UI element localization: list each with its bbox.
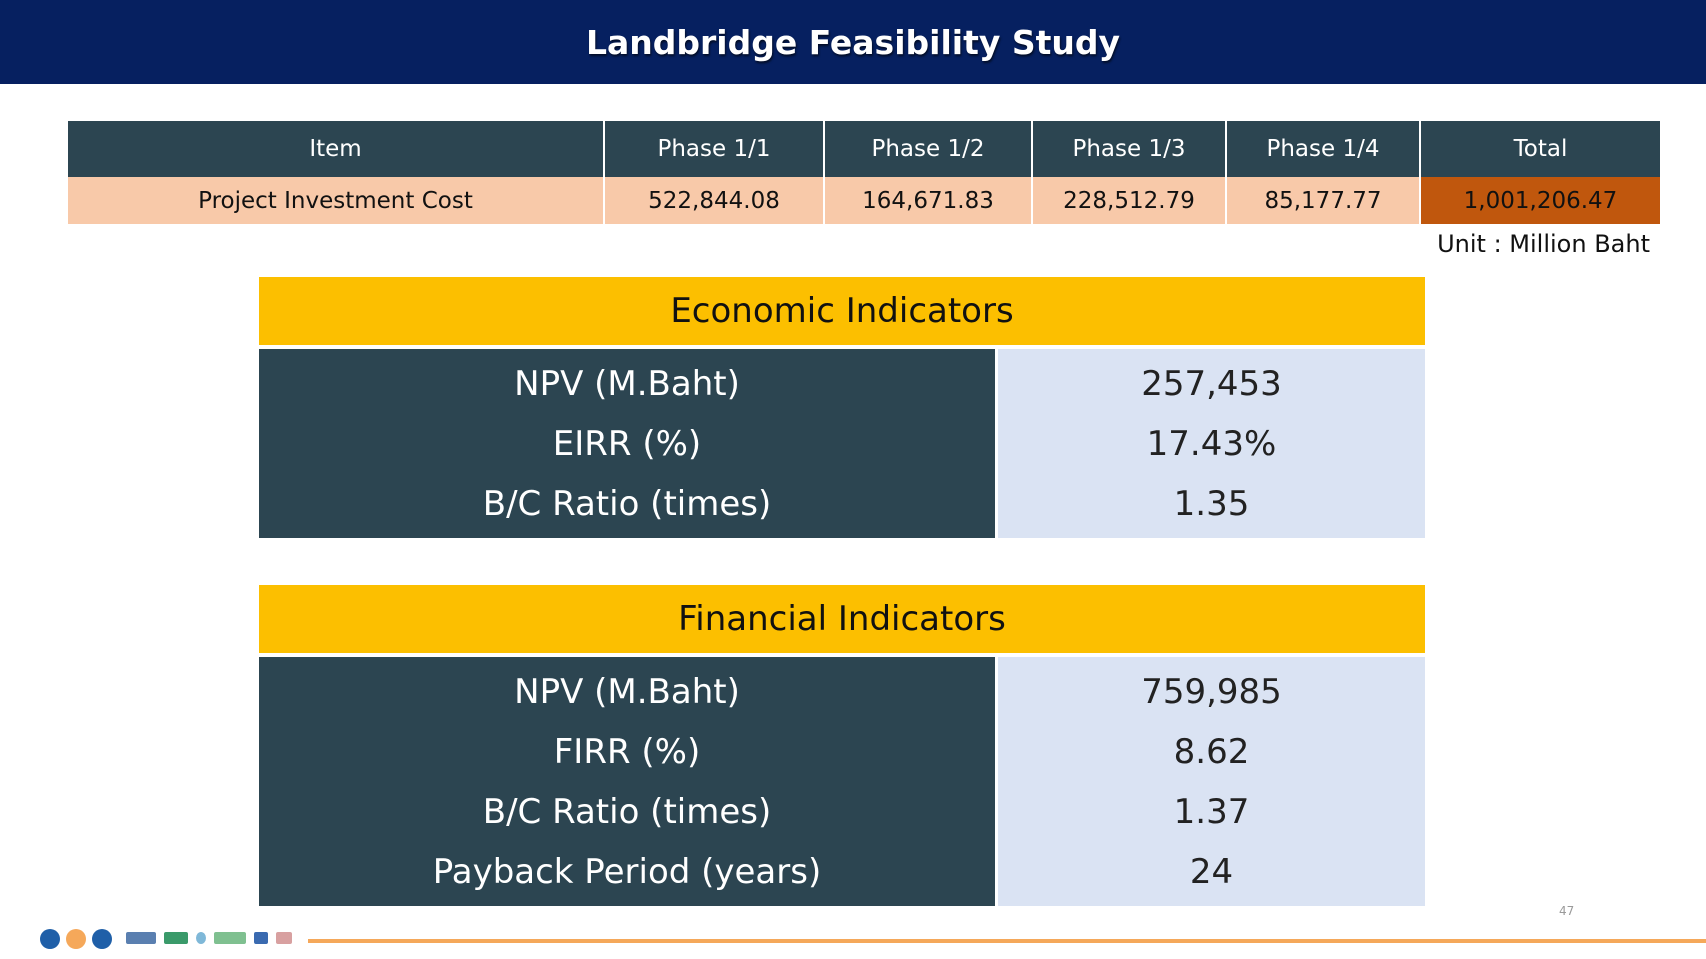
logo-dc-icon (214, 932, 246, 944)
unit-note: Unit : Million Baht (1437, 230, 1650, 258)
economic-eirr-value: 17.43% (1146, 423, 1277, 464)
cost-phase-1-4: 85,177.77 (1226, 177, 1421, 224)
financial-bc-ratio-label: B/C Ratio (times) (482, 791, 772, 832)
header-phase-1-1: Phase 1/1 (604, 121, 825, 177)
economic-npv-label: NPV (M.Baht) (514, 363, 740, 404)
header-phase-1-4: Phase 1/4 (1226, 121, 1421, 177)
dot-icon (40, 929, 60, 949)
economic-indicators-body: NPV (M.Baht) EIRR (%) B/C Ratio (times) … (259, 349, 1425, 538)
cost-phase-1-2: 164,671.83 (824, 177, 1033, 224)
logo-ssac-icon (164, 932, 188, 944)
page-number: 47 (1559, 904, 1575, 918)
dot-icon (66, 929, 86, 949)
economic-npv-value: 257,453 (1141, 363, 1282, 404)
economic-labels-column: NPV (M.Baht) EIRR (%) B/C Ratio (times) (259, 349, 995, 538)
financial-payback-value: 24 (1189, 851, 1234, 892)
cost-phase-1-1: 522,844.08 (604, 177, 825, 224)
cost-phase-1-3: 228,512.79 (1032, 177, 1227, 224)
economic-bc-ratio-label: B/C Ratio (times) (482, 483, 772, 524)
economic-eirr-label: EIRR (%) (552, 423, 702, 464)
economic-values-column: 257,453 17.43% 1.35 (998, 349, 1425, 538)
financial-firr-label: FIRR (%) (553, 731, 701, 772)
footer-logos (126, 932, 292, 944)
footer-line (308, 939, 1706, 943)
dot-icon (92, 929, 112, 949)
financial-labels-column: NPV (M.Baht) FIRR (%) B/C Ratio (times) … (259, 657, 995, 906)
page-title: Landbridge Feasibility Study (585, 22, 1121, 62)
financial-indicators-title: Financial Indicators (259, 585, 1425, 653)
investment-cost-table: Item Phase 1/1 Phase 1/2 Phase 1/3 Phase… (68, 121, 1660, 224)
financial-values-column: 759,985 8.62 1.37 24 (998, 657, 1425, 906)
financial-bc-ratio-value: 1.37 (1173, 791, 1250, 832)
title-bar: Landbridge Feasibility Study (0, 0, 1706, 84)
logo-circle-icon (196, 932, 206, 944)
logo-loop-icon (254, 932, 268, 944)
financial-npv-label: NPV (M.Baht) (514, 671, 740, 712)
cost-item-label: Project Investment Cost (68, 177, 605, 224)
economic-bc-ratio-value: 1.35 (1173, 483, 1250, 524)
financial-firr-value: 8.62 (1173, 731, 1250, 772)
financial-indicators-panel: Financial Indicators NPV (M.Baht) FIRR (… (259, 585, 1425, 906)
financial-payback-label: Payback Period (years) (432, 851, 822, 892)
table-row: Project Investment Cost 522,844.08 164,6… (68, 177, 1660, 224)
header-phase-1-3: Phase 1/3 (1032, 121, 1227, 177)
economic-indicators-title: Economic Indicators (259, 277, 1425, 345)
financial-indicators-body: NPV (M.Baht) FIRR (%) B/C Ratio (times) … (259, 657, 1425, 906)
logo-bird-icon (276, 932, 292, 944)
header-item: Item (68, 121, 605, 177)
header-phase-1-2: Phase 1/2 (824, 121, 1033, 177)
table-header-row: Item Phase 1/1 Phase 1/2 Phase 1/3 Phase… (68, 121, 1660, 177)
cost-total: 1,001,206.47 (1420, 177, 1660, 224)
logo-team-icon (126, 932, 156, 944)
economic-indicators-panel: Economic Indicators NPV (M.Baht) EIRR (%… (259, 277, 1425, 538)
financial-npv-value: 759,985 (1141, 671, 1282, 712)
footer-dots (40, 929, 112, 949)
header-total: Total (1420, 121, 1660, 177)
